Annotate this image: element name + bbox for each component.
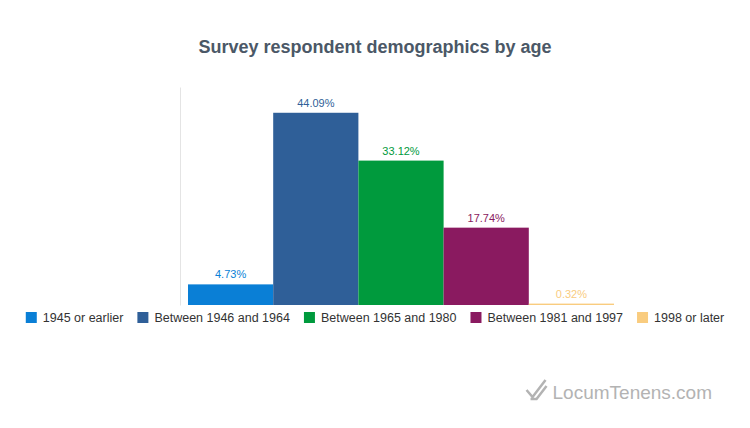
legend-swatch bbox=[26, 312, 37, 323]
bars bbox=[188, 113, 614, 305]
legend-item: 1945 or earlier bbox=[26, 311, 124, 325]
bar bbox=[188, 284, 273, 305]
data-label: 33.12% bbox=[382, 145, 420, 157]
bar bbox=[529, 304, 614, 305]
title: Survey respondent demographics by age bbox=[198, 37, 551, 57]
data-label: 4.73% bbox=[215, 268, 246, 280]
legend-label: Between 1965 and 1980 bbox=[321, 311, 457, 325]
data-label: 17.74% bbox=[468, 212, 506, 224]
bar bbox=[273, 113, 358, 305]
legend-item: Between 1981 and 1997 bbox=[470, 311, 623, 325]
legend-item: Between 1946 and 1964 bbox=[137, 311, 290, 325]
background bbox=[0, 0, 750, 428]
annotation: LocumTenens.com bbox=[553, 382, 712, 403]
legend: 1945 or earlier Between 1946 and 1964 Betw… bbox=[26, 311, 724, 325]
data-labels: 4.73% 44.09% 33.12% 17.74% 0.32% bbox=[215, 97, 587, 300]
legend-label: Between 1981 and 1997 bbox=[487, 311, 623, 325]
y-axis-line bbox=[180, 88, 181, 306]
logo-icon bbox=[527, 380, 547, 399]
bar bbox=[358, 161, 443, 305]
legend-item: Between 1965 and 1980 bbox=[304, 311, 457, 325]
chart: Survey respondent demographics by age 4.7… bbox=[0, 0, 750, 428]
legend-item: 1998 or later bbox=[637, 311, 724, 325]
legend-swatch bbox=[137, 312, 148, 323]
legend-swatch bbox=[304, 312, 315, 323]
data-label: 0.32% bbox=[556, 288, 587, 300]
legend-swatch bbox=[637, 312, 648, 323]
legend-swatch bbox=[470, 312, 481, 323]
bar bbox=[444, 228, 529, 305]
data-label: 44.09% bbox=[297, 97, 335, 109]
y-axis bbox=[180, 88, 181, 306]
legend-label: 1945 or earlier bbox=[43, 311, 124, 325]
legend-label: 1998 or later bbox=[654, 311, 724, 325]
legend-label: Between 1946 and 1964 bbox=[154, 311, 290, 325]
